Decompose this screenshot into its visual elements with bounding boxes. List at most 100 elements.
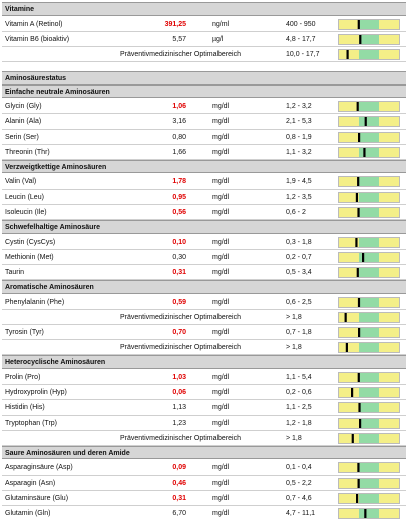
- analyte-value: 1,78: [172, 178, 186, 186]
- zone-high: [379, 267, 399, 277]
- bar-frame: [338, 191, 400, 203]
- zone-high: [379, 192, 399, 202]
- reference-range: 4,8 - 17,7: [286, 35, 316, 43]
- section-header: Saure Aminosäuren und deren Amide: [2, 445, 406, 460]
- reference-range: 0,7 - 1,8: [286, 329, 312, 336]
- row-divider: [2, 505, 406, 506]
- analyte-name: Tyrosin (Tyr): [5, 329, 44, 336]
- reference-range: 0,5 - 2,2: [286, 479, 312, 487]
- zone-high: [379, 207, 399, 217]
- bar-frame: [338, 387, 400, 399]
- zone-normal: [359, 372, 379, 382]
- range-bar: [338, 462, 400, 474]
- value-marker: [357, 19, 360, 29]
- value-marker: [357, 372, 360, 382]
- unit: mg/dl: [212, 389, 230, 397]
- analyte-name: Vitamin A (Retinol): [5, 20, 63, 28]
- section-header: Einfache neutrale Aminosäuren: [2, 84, 406, 99]
- analyte-value: 1,66: [172, 148, 186, 156]
- range-bar: [338, 342, 400, 354]
- value-marker: [356, 102, 359, 112]
- zone-low: [339, 207, 359, 217]
- unit: mg/dl: [212, 298, 230, 306]
- bar-frame: [338, 176, 400, 188]
- value-marker: [359, 34, 362, 44]
- analyte-name: Glycin (Gly): [5, 103, 42, 111]
- zone-low: [339, 117, 359, 127]
- analyte-name: Isoleucin (Ile): [5, 208, 47, 216]
- bar-frame: [338, 146, 400, 158]
- row-divider: [2, 354, 406, 356]
- row-divider: [2, 279, 406, 281]
- bar-frame: [338, 18, 400, 30]
- optimal-range: > 1,8: [286, 434, 302, 442]
- zone-normal: [359, 312, 379, 322]
- zone-high: [379, 102, 399, 112]
- zone-high: [379, 34, 399, 44]
- row-divider: [2, 203, 406, 205]
- reference-range: 0,8 - 1,9: [286, 133, 312, 141]
- zone-high: [379, 312, 399, 322]
- value-marker: [357, 177, 360, 187]
- value-marker: [351, 388, 354, 398]
- unit: mg/dl: [212, 238, 230, 246]
- section-title: Einfache neutrale Aminosäuren: [5, 88, 110, 96]
- zone-high: [379, 388, 399, 398]
- value-marker: [356, 267, 359, 277]
- section-title: Schwefelhaltige Aminosäure: [5, 224, 101, 231]
- unit: mg/dl: [212, 178, 230, 186]
- analyte-value: 0,31: [172, 268, 186, 276]
- zone-normal: [359, 328, 379, 337]
- range-bar: [338, 492, 400, 504]
- row-divider: [2, 30, 406, 32]
- zone-high: [379, 478, 399, 488]
- zone-low: [339, 493, 359, 503]
- section-header: Schwefelhaltige Aminosäure: [2, 220, 406, 234]
- zone-low: [339, 418, 359, 428]
- analyte-name: Histidin (His): [5, 404, 45, 412]
- range-bar: [338, 236, 400, 248]
- section-title: Aminosäurestatus: [5, 75, 67, 83]
- range-bar: [338, 402, 400, 414]
- zone-normal: [359, 102, 379, 112]
- reference-range: 0,3 - 1,8: [286, 238, 312, 246]
- analyte-name: Asparagin (Asn): [5, 479, 56, 487]
- analyte-name: Valin (Val): [5, 178, 37, 186]
- zone-normal: [359, 388, 379, 398]
- value-marker: [364, 509, 367, 518]
- optimal-range-label: Präventivmedizinischer Optimalbereich: [120, 344, 241, 352]
- zone-normal: [359, 192, 379, 202]
- optimal-range: > 1,8: [286, 344, 302, 352]
- analyte-name: Leucin (Leu): [5, 193, 44, 201]
- analyte-name: Hydroxyprolin (Hyp): [5, 389, 67, 397]
- row-divider: [2, 143, 406, 145]
- section-title: Aromatische Aminosäuren: [5, 284, 94, 292]
- analyte-name: Taurin: [5, 268, 25, 276]
- value-marker: [364, 117, 367, 127]
- zone-high: [379, 372, 399, 382]
- zone-low: [339, 252, 359, 262]
- analyte-value: 5,57: [172, 35, 186, 43]
- analyte-value: 1,03: [172, 373, 186, 381]
- reference-range: 0,6 - 2: [286, 208, 306, 216]
- unit: mg/dl: [212, 268, 230, 276]
- unit: mg/dl: [212, 419, 230, 427]
- zone-low: [339, 19, 359, 29]
- unit: mg/dl: [212, 253, 230, 261]
- zone-low: [339, 403, 359, 413]
- zone-high: [379, 19, 399, 29]
- range-bar: [338, 206, 400, 218]
- optimal-range-label: Präventivmedizinischer Optimalbereich: [120, 313, 241, 321]
- analyte-value: 0,31: [172, 494, 186, 502]
- bar-frame: [338, 508, 400, 519]
- analyte-name: Phenylalanin (Phe): [5, 298, 65, 306]
- range-bar: [338, 116, 400, 128]
- section-header: Heterocyclische Aminosäuren: [2, 355, 406, 369]
- unit: mg/dl: [212, 510, 230, 517]
- bar-frame: [338, 101, 400, 113]
- analyte-name: Asparaginsäure (Asp): [5, 464, 73, 472]
- row-divider: [2, 248, 406, 250]
- bar-frame: [338, 266, 400, 278]
- zone-low: [339, 343, 359, 353]
